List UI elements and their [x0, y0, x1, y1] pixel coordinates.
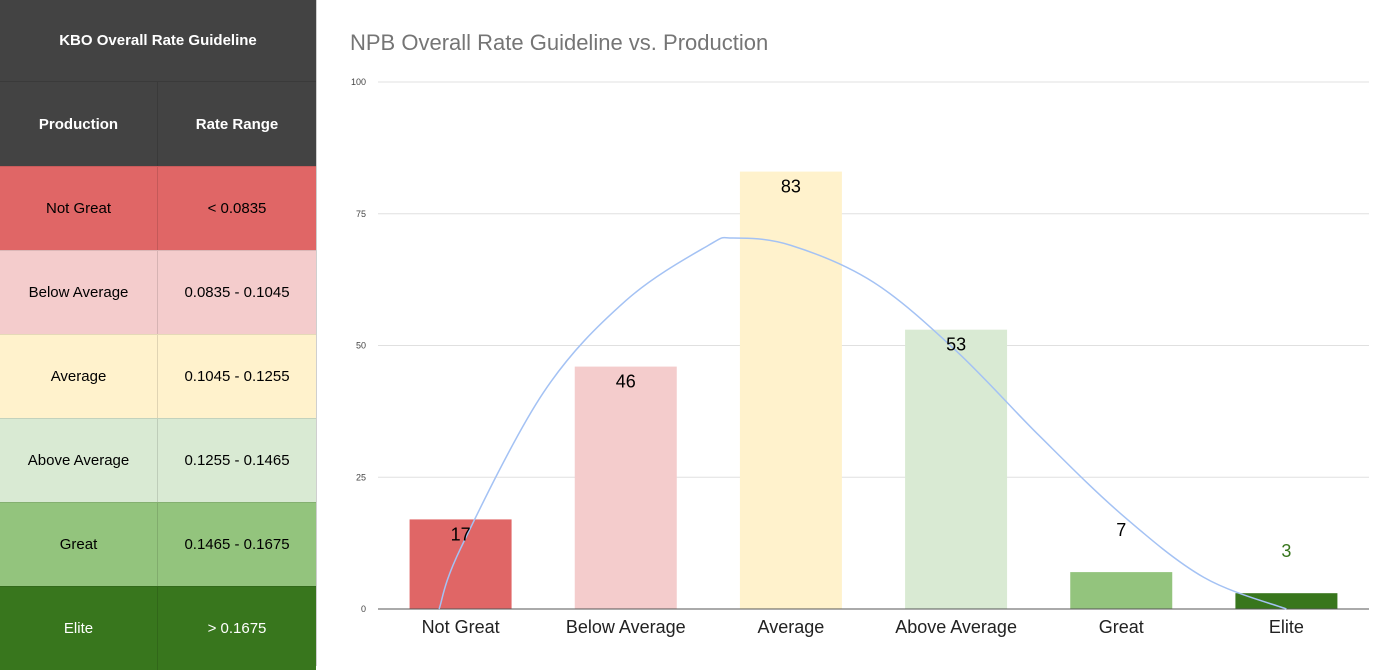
- x-tick-label: Above Average: [895, 617, 1017, 637]
- production-cell: Above Average: [0, 419, 158, 502]
- chart-title: NPB Overall Rate Guideline vs. Productio…: [350, 30, 769, 55]
- y-tick-label: 75: [356, 209, 366, 219]
- bar-chart: 0 25 50 75 100 17 46 83 53 7 3 Not Great Below Avera…: [351, 77, 1369, 637]
- bar: [1070, 572, 1173, 609]
- production-cell: Average: [0, 335, 158, 418]
- rate-range-cell: 0.1465 - 0.1675: [184, 536, 290, 553]
- x-tick-label: Average: [758, 617, 825, 637]
- trendline: [438, 236, 1287, 610]
- data-label: 17: [451, 524, 471, 544]
- rate-range-cell: > 0.1675: [207, 620, 267, 637]
- rate-range-cell: 0.1045 - 0.1255: [184, 368, 290, 385]
- data-label: 53: [946, 335, 966, 355]
- production-cell: Below Average: [0, 251, 158, 334]
- y-tick-label: 100: [351, 77, 366, 87]
- bar: [1235, 593, 1338, 609]
- table-title: KBO Overall Rate Guideline: [0, 0, 316, 82]
- production-cell: Elite: [0, 587, 158, 670]
- chart-panel: NPB Overall Rate Guideline vs. Productio…: [318, 0, 1400, 666]
- data-label: 3: [1281, 541, 1291, 561]
- table-row: Elite > 0.1675: [0, 586, 316, 670]
- production-cell: Not Great: [0, 167, 158, 250]
- bar: [905, 329, 1008, 609]
- production-cell: Great: [0, 503, 158, 586]
- bar: [409, 519, 512, 609]
- x-tick-label: Elite: [1269, 617, 1304, 637]
- x-tick-label: Not Great: [422, 617, 500, 637]
- table-row: Great 0.1465 - 0.1675: [0, 502, 316, 586]
- x-tick-label: Great: [1099, 617, 1144, 637]
- header-rate-range: Rate Range: [195, 115, 279, 133]
- y-tick-label: 0: [361, 604, 366, 614]
- data-label: 46: [616, 372, 636, 392]
- header-production: Production: [0, 82, 158, 166]
- table-header-row: Production Rate Range: [0, 82, 316, 166]
- y-tick-label: 50: [356, 341, 366, 351]
- rate-range-cell: < 0.0835: [207, 200, 267, 217]
- rate-range-cell: 0.0835 - 0.1045: [184, 284, 290, 301]
- data-label: 7: [1116, 520, 1126, 540]
- table-row: Not Great < 0.0835: [0, 166, 316, 250]
- rate-range-cell: 0.1255 - 0.1465: [184, 452, 290, 469]
- table-row: Average 0.1045 - 0.1255: [0, 334, 316, 418]
- table-row: Below Average 0.0835 - 0.1045: [0, 250, 316, 334]
- y-tick-label: 25: [356, 472, 366, 482]
- bar: [739, 171, 842, 609]
- data-label: 83: [781, 177, 801, 197]
- x-tick-label: Below Average: [566, 617, 686, 637]
- table-row: Above Average 0.1255 - 0.1465: [0, 418, 316, 502]
- bar: [574, 366, 677, 609]
- guideline-table: KBO Overall Rate Guideline Production Ra…: [0, 0, 317, 670]
